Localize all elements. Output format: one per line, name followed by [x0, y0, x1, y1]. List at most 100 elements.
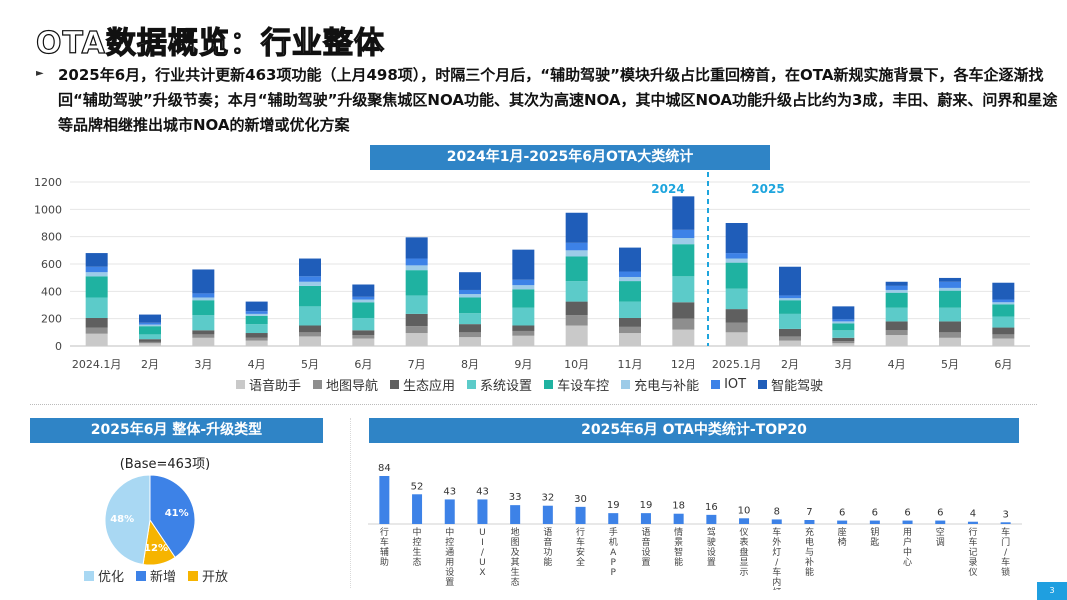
top20-value-label: 6 — [872, 508, 878, 519]
bar-segment-地图导航 — [245, 337, 268, 341]
bar-segment-语音助手 — [299, 336, 321, 346]
bar-segment-IOT — [619, 271, 641, 277]
bar-segment-充电与补能 — [832, 321, 855, 324]
legend-label: 新增 — [150, 570, 177, 585]
top20-bar — [837, 520, 848, 524]
bar-segment-充电与补能 — [512, 285, 535, 290]
top20-category-label: 车外灯/车内灯 — [772, 526, 781, 590]
bar-segment-系统设置 — [725, 288, 748, 310]
x-tick-label: 10月 — [564, 358, 589, 371]
bar-segment-智能驾驶 — [405, 237, 428, 259]
top20-category-label: 地图及其生态 — [511, 526, 520, 588]
bar-segment-生态应用 — [405, 313, 428, 327]
top20-bar — [673, 513, 684, 524]
bar-segment-语音助手 — [192, 337, 215, 346]
bar-segment-地图导航 — [565, 315, 588, 326]
top20-bar — [477, 499, 488, 524]
legend-swatch — [136, 570, 147, 581]
top20-category-label: U I / U X — [479, 528, 486, 578]
legend-swatch — [313, 380, 323, 389]
top20-bar — [1000, 522, 1011, 524]
x-tick-label: 5月 — [941, 358, 959, 371]
bar-segment-智能驾驶 — [885, 281, 908, 286]
legend-label: 智能驾驶 — [771, 379, 824, 394]
bar-segment-语音助手 — [85, 333, 108, 346]
top20-value-label: 52 — [411, 481, 424, 492]
bar-segment-语音助手 — [565, 325, 588, 346]
bar-segment-IOT — [992, 299, 1015, 303]
bar-segment-充电与补能 — [139, 324, 161, 327]
bar-segment-生态应用 — [245, 333, 268, 338]
bar-segment-地图导航 — [885, 330, 908, 336]
bar-segment-语音助手 — [405, 333, 428, 346]
pie-legend-item: 新增 — [136, 566, 176, 585]
bar-segment-地图导航 — [405, 326, 428, 334]
x-tick-label: 8月 — [461, 358, 479, 371]
bar-segment-语音助手 — [352, 338, 375, 346]
bar-segment-生态应用 — [779, 328, 801, 337]
bar-segment-智能驾驶 — [192, 269, 215, 294]
x-tick-label: 9月 — [514, 358, 532, 371]
legend-swatch — [390, 380, 400, 389]
legend-swatch — [758, 380, 768, 389]
top20-bar — [869, 520, 880, 524]
page-number: 3 — [1037, 582, 1067, 600]
bar-segment-系统设置 — [885, 307, 908, 322]
year-label-2024: 2024 — [651, 182, 684, 196]
legend-swatch — [84, 570, 94, 581]
summary-text: 2025年6月，行业共计更新463项功能（上月498项），时隔三个月后，“辅助驾… — [58, 66, 1058, 134]
top20-chart-title: 2025年6月 OTA中类统计-TOP20 — [369, 418, 1019, 443]
top20-value-label: 19 — [607, 500, 620, 511]
pie-slice-新增 — [149, 474, 196, 559]
bar-segment-充电与补能 — [405, 265, 428, 271]
legend-item: 系统设置 — [467, 375, 532, 394]
legend-label: 开放 — [202, 570, 229, 585]
bar-segment-系统设置 — [672, 276, 695, 303]
bar-segment-生态应用 — [512, 325, 535, 331]
top20-value-label: 84 — [378, 463, 391, 474]
bar-segment-IOT — [725, 253, 748, 259]
legend-swatch — [467, 380, 477, 389]
bar-segment-语音助手 — [992, 338, 1015, 346]
x-tick-label: 2024.1月 — [72, 358, 122, 371]
bar-segment-智能驾驶 — [939, 277, 961, 282]
legend-item: 充电与补能 — [621, 375, 699, 394]
bar-segment-生态应用 — [832, 337, 855, 342]
section-divider — [30, 404, 1037, 405]
bar-segment-智能驾驶 — [459, 272, 481, 290]
bar-segment-IOT — [245, 311, 268, 314]
bar-segment-地图导航 — [352, 335, 375, 339]
y-tick-label: 400 — [41, 285, 62, 298]
main-chart-legend: 语音助手 地图导航 生态应用 系统设置 车设车控 充电与补能 IOT 智能驾驶 — [236, 375, 823, 394]
section-vertical-divider — [350, 418, 351, 588]
top20-value-label: 19 — [640, 500, 653, 511]
bar-segment-智能驾驶 — [565, 212, 588, 243]
bar-segment-语音助手 — [512, 335, 535, 346]
bar-segment-生态应用 — [192, 330, 215, 335]
legend-swatch — [711, 380, 721, 389]
bar-segment-车设车控 — [352, 302, 375, 318]
bar-segment-生态应用 — [939, 321, 961, 333]
y-tick-label: 1200 — [34, 176, 62, 189]
x-tick-label: 11月 — [618, 358, 643, 371]
bar-segment-地图导航 — [459, 332, 481, 338]
bar-segment-充电与补能 — [352, 299, 375, 303]
top20-value-label: 6 — [839, 508, 845, 519]
bar-segment-语音助手 — [459, 337, 481, 346]
bar-segment-生态应用 — [565, 301, 588, 316]
x-tick-label: 3月 — [834, 358, 852, 371]
bar-segment-系统设置 — [459, 313, 481, 325]
legend-item: IOT — [711, 375, 746, 394]
bar-segment-系统设置 — [565, 281, 588, 302]
bar-segment-语音助手 — [779, 340, 801, 346]
legend-swatch — [236, 380, 245, 389]
bar-segment-车设车控 — [459, 297, 481, 314]
bar-segment-语音助手 — [672, 329, 695, 346]
bar-segment-IOT — [405, 258, 428, 266]
bar-segment-车设车控 — [939, 290, 961, 308]
top20-bar — [804, 520, 815, 524]
top20-bar — [902, 520, 913, 524]
bar-segment-车设车控 — [299, 285, 321, 307]
bar-segment-语音助手 — [939, 337, 961, 346]
bar-segment-地图导航 — [939, 332, 961, 338]
